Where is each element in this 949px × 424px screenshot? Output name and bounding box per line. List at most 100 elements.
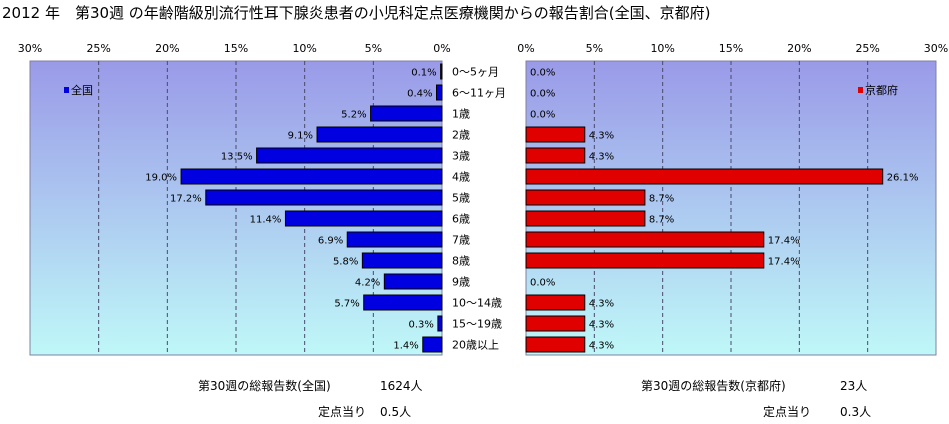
national-data-label: 13.5% bbox=[221, 152, 253, 163]
category-label: 8歳 bbox=[452, 255, 470, 268]
kyoto-data-label: 0.0% bbox=[530, 68, 555, 79]
national-total-value: 1624人 bbox=[380, 379, 423, 393]
national-data-label: 5.2% bbox=[341, 110, 366, 121]
national-bar bbox=[346, 231, 443, 248]
kyoto-total-value: 23人 bbox=[840, 379, 868, 393]
category-label: 6歳 bbox=[452, 213, 470, 226]
kyoto-data-label: 8.7% bbox=[649, 215, 674, 226]
national-legend-swatch bbox=[64, 87, 69, 93]
category-labels: 0～5ヶ月 6～11ヶ月 1歳 2歳 3歳 4歳 5歳 6歳 7歳 8歳 9歳 10～14歳 15～19… bbox=[452, 66, 506, 352]
category-label: 9歳 bbox=[452, 276, 470, 289]
kyoto-bar bbox=[525, 336, 586, 353]
kyoto-total-label: 第30週の総報告数(京都府) bbox=[641, 379, 786, 393]
national-tick-label: 5% bbox=[365, 42, 382, 55]
national-bar bbox=[316, 126, 443, 143]
category-label: 15～19歳 bbox=[452, 318, 502, 331]
national-total-label: 第30週の総報告数(全国) bbox=[198, 379, 331, 393]
kyoto-bar bbox=[525, 315, 586, 332]
kyoto-per-value: 0.3人 bbox=[840, 405, 872, 419]
kyoto-data-label: 17.4% bbox=[768, 236, 800, 247]
national-data-label: 9.1% bbox=[288, 131, 313, 142]
kyoto-per-label: 定点当り bbox=[763, 405, 812, 419]
kyoto-bar bbox=[525, 294, 586, 311]
kyoto-tick-label: 0% bbox=[517, 42, 534, 55]
national-data-label: 0.3% bbox=[408, 320, 433, 331]
national-bar bbox=[205, 189, 443, 206]
kyoto-bar bbox=[525, 252, 765, 269]
category-label: 0～5ヶ月 bbox=[452, 66, 499, 79]
kyoto-tick-label: 30% bbox=[924, 42, 948, 55]
national-data-label: 0.4% bbox=[407, 89, 432, 100]
category-label: 1歳 bbox=[452, 108, 470, 121]
national-legend: 全国 bbox=[64, 83, 93, 97]
kyoto-gridlines bbox=[593, 61, 869, 355]
national-data-label: 19.0% bbox=[145, 173, 177, 184]
national-data-label: 1.4% bbox=[393, 341, 418, 352]
national-data-label: 17.2% bbox=[170, 194, 202, 205]
national-tick-label: 0% bbox=[433, 42, 450, 55]
national-bar bbox=[436, 84, 443, 101]
kyoto-bar bbox=[525, 126, 586, 143]
national-data-label: 11.4% bbox=[250, 215, 282, 226]
national-axis-ticks: 30% 25% 20% 15% 10% 5% 0% bbox=[18, 42, 451, 55]
kyoto-bar bbox=[525, 231, 765, 248]
category-label: 7歳 bbox=[452, 234, 470, 247]
category-label: 20歳以上 bbox=[452, 339, 499, 352]
kyoto-data-label: 26.1% bbox=[887, 173, 919, 184]
national-legend-label: 全国 bbox=[71, 83, 93, 97]
national-bar bbox=[422, 336, 443, 353]
kyoto-data-label: 0.0% bbox=[530, 89, 555, 100]
national-data-label: 0.1% bbox=[411, 68, 436, 79]
national-bar bbox=[361, 252, 443, 269]
national-tick-label: 15% bbox=[224, 42, 248, 55]
national-data-label: 5.7% bbox=[334, 299, 359, 310]
kyoto-bar bbox=[525, 189, 646, 206]
national-tick-label: 10% bbox=[292, 42, 316, 55]
category-label: 2歳 bbox=[452, 129, 470, 142]
national-bar bbox=[370, 105, 443, 122]
national-data-label: 6.9% bbox=[318, 236, 343, 247]
national-bar bbox=[256, 147, 443, 164]
kyoto-data-label: 4.3% bbox=[589, 341, 614, 352]
national-gridlines bbox=[98, 61, 374, 355]
kyoto-tick-label: 15% bbox=[719, 42, 743, 55]
category-label: 5歳 bbox=[452, 192, 470, 205]
kyoto-bar bbox=[525, 168, 884, 185]
national-tick-label: 25% bbox=[86, 42, 110, 55]
kyoto-data-label: 4.3% bbox=[589, 131, 614, 142]
category-label: 10～14歳 bbox=[452, 297, 502, 310]
kyoto-data-labels: 0.0% 0.0% 0.0% 4.3% 4.3% 26.1% 8.7% 8.7% 17.4% 17… bbox=[530, 68, 918, 352]
national-tick-label: 30% bbox=[18, 42, 42, 55]
kyoto-legend: 京都府 bbox=[858, 83, 898, 97]
national-bar bbox=[180, 168, 443, 185]
kyoto-tick-label: 20% bbox=[787, 42, 811, 55]
national-bars bbox=[180, 63, 443, 353]
kyoto-data-label: 4.3% bbox=[589, 320, 614, 331]
national-bar bbox=[363, 294, 443, 311]
kyoto-data-label: 4.3% bbox=[589, 152, 614, 163]
category-label: 3歳 bbox=[452, 150, 470, 163]
kyoto-data-label: 0.0% bbox=[530, 110, 555, 121]
kyoto-bar bbox=[525, 210, 646, 227]
kyoto-bar bbox=[525, 147, 586, 164]
national-bar bbox=[437, 315, 443, 332]
kyoto-data-label: 0.0% bbox=[530, 278, 555, 289]
kyoto-legend-label: 京都府 bbox=[865, 83, 898, 97]
national-per-label: 定点当り bbox=[318, 405, 367, 419]
national-tick-label: 20% bbox=[155, 42, 179, 55]
kyoto-axis-ticks: 0% 5% 10% 15% 20% 25% 30% bbox=[517, 42, 948, 55]
kyoto-tick-label: 5% bbox=[586, 42, 603, 55]
category-label: 4歳 bbox=[452, 171, 470, 184]
category-label: 6～11ヶ月 bbox=[452, 87, 506, 100]
national-per-value: 0.5人 bbox=[380, 405, 412, 419]
chart-title: 2012 年 第30週 の年齢階級別流行性耳下腺炎患者の小児科定点医療機関からの… bbox=[2, 4, 711, 22]
kyoto-tick-label: 25% bbox=[855, 42, 879, 55]
kyoto-data-label: 8.7% bbox=[649, 194, 674, 205]
national-bar bbox=[440, 63, 443, 80]
national-data-labels: 0.1% 0.4% 5.2% 9.1% 13.5% 19.0% 17.2% 11.4% 6.9%… bbox=[145, 68, 436, 352]
kyoto-bars bbox=[525, 126, 884, 353]
national-bar bbox=[383, 273, 443, 290]
kyoto-tick-label: 10% bbox=[650, 42, 674, 55]
national-data-label: 4.2% bbox=[355, 278, 380, 289]
